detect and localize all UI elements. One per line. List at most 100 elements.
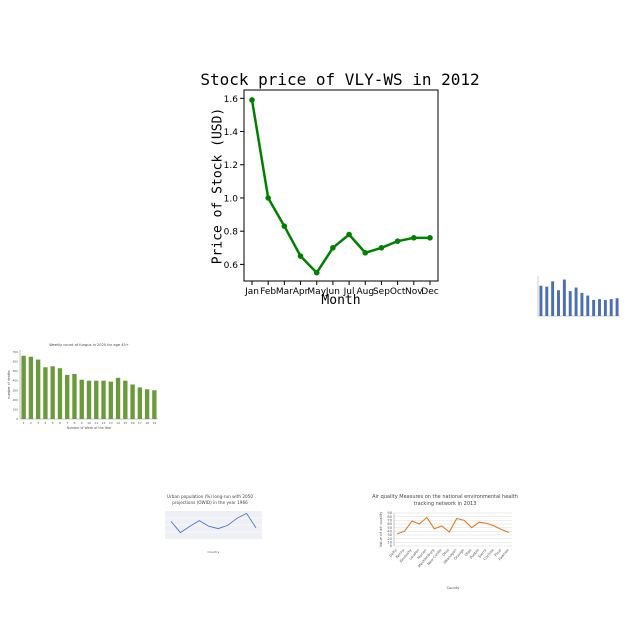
series-line	[250, 99, 430, 275]
mini-bar	[94, 380, 99, 419]
mini-bar	[43, 367, 48, 419]
data-point	[346, 231, 352, 238]
mini-y-tick-label: 80	[387, 515, 392, 519]
data-point	[378, 244, 385, 251]
mini-bar	[115, 377, 121, 419]
y-tick-label: 1.6	[224, 95, 239, 105]
mini-bar	[108, 381, 113, 419]
mini-x-axis-label: Number of Week of the Year	[67, 426, 112, 430]
mini-x-tick-label: Loudon	[409, 548, 421, 561]
mini-bar	[615, 298, 619, 316]
mini-bar	[562, 279, 566, 316]
mini-x-tick-label: 8	[74, 421, 76, 425]
mini-bar	[592, 300, 596, 316]
mini-x-tick-label: Otoe	[464, 547, 473, 557]
x-tick-label: Feb	[260, 287, 276, 297]
mini-y-tick-label: 500	[13, 369, 19, 373]
x-tick-label: Jul	[343, 287, 355, 297]
mini-bar	[72, 373, 77, 419]
mini-x-axis-label: County	[447, 586, 461, 590]
mini-x-tick-label: Marion	[417, 548, 428, 560]
mini-y-tick-label: 700	[13, 350, 19, 354]
mini-bar	[137, 387, 143, 419]
mini-y-tick-label: 60	[387, 522, 392, 526]
mini-bar	[598, 299, 601, 316]
mini-bar	[50, 366, 55, 419]
x-tick-label: Dec	[421, 287, 438, 297]
mini-bar	[551, 281, 555, 316]
mini-y-tick-label: 600	[13, 360, 19, 364]
mini-x-tick-label: 2	[30, 421, 32, 425]
x-tick-label: Oct	[390, 287, 406, 297]
mini-bar	[21, 355, 26, 419]
mini-x-tick-label: 13	[109, 421, 113, 425]
data-point	[330, 244, 336, 251]
mini-x-tick-label: Delta	[389, 548, 398, 558]
mini-x-tick-label: Ohio	[442, 548, 450, 557]
y-tick-label: 1.0	[224, 194, 239, 204]
mini-y-tick-label: 20	[387, 537, 392, 541]
x-tick-label: Aug	[356, 287, 374, 297]
x-tick-label: Jan	[244, 287, 259, 297]
mini-y-tick-label: 10	[387, 541, 392, 545]
data-point	[297, 253, 304, 259]
mini-bar	[609, 299, 613, 316]
mini-x-tick-label: Pinal	[494, 548, 503, 557]
mini-bar	[35, 359, 41, 419]
mini-bar	[57, 368, 63, 419]
x-tick-label: May	[307, 287, 326, 297]
x-tick-label: Mar	[276, 287, 293, 297]
mini-bar	[545, 286, 549, 316]
mini-bar	[574, 287, 578, 316]
mini-y-tick-label: 0	[16, 417, 18, 421]
data-point	[411, 235, 417, 241]
mini-x-tick-label: 12	[102, 421, 106, 425]
mini-x-tick-label: 19	[152, 421, 156, 425]
mini-x-tick-label: 7	[66, 421, 68, 425]
y-tick-label: 1.4	[224, 128, 239, 138]
mini-y-tick-label: 200	[13, 398, 19, 402]
mini-chart-title: Urban population (%) long-run with 2050	[167, 494, 253, 499]
mini-series-line	[170, 512, 257, 534]
mini-y-tick-label: 30	[387, 533, 392, 537]
data-point	[249, 97, 255, 103]
x-tick-label: Apr	[293, 287, 309, 297]
mini-x-tick-label: 1	[23, 421, 25, 425]
mini-bar	[539, 285, 543, 316]
mini-series-line	[396, 516, 510, 535]
mini-x-tick-label: 18	[145, 421, 149, 425]
mini-y-tick-label: 300	[13, 388, 19, 392]
mini-bar	[28, 356, 34, 419]
mini-x-tick-label: 4	[44, 421, 46, 425]
mini-x-tick-label: 9	[81, 421, 83, 425]
mini-bar	[586, 295, 590, 316]
mini-x-tick-label: Kenny	[395, 547, 406, 559]
mini-bar	[144, 389, 150, 419]
mini-chart-title: tracking network in 2013	[414, 501, 477, 507]
data-point	[281, 223, 288, 229]
mini-x-tick-label: 5	[52, 421, 54, 425]
y-tick-label: 0.6	[224, 261, 239, 271]
mini-y-tick-label: 70	[387, 519, 392, 523]
data-point	[427, 235, 433, 241]
mini-bar	[557, 290, 560, 316]
mini-bar	[568, 291, 572, 316]
mini-x-axis-label: Country	[208, 550, 220, 554]
mini-bar	[86, 380, 92, 419]
y-tick-label: 1.2	[224, 161, 238, 171]
x-tick-label: Sep	[373, 287, 390, 297]
x-tick-label: Nov	[405, 287, 423, 297]
mini-y-tick-label: 0	[390, 544, 393, 548]
mini-x-tick-label: 3	[37, 421, 39, 425]
mini-x-tick-label: 14	[116, 421, 120, 425]
mini-bar	[580, 292, 584, 316]
data-point	[313, 269, 320, 276]
mini-bar	[603, 300, 607, 316]
mini-y-tick-label: 50	[387, 526, 392, 530]
mini-y-tick-label: 100	[13, 407, 19, 411]
mini-y-axis-label: number of deaths	[7, 370, 11, 399]
x-tick-label: Jun	[325, 287, 340, 297]
mini-y-axis-label: Value of air quality	[378, 511, 383, 547]
y-tick-label: 0.8	[224, 228, 239, 238]
